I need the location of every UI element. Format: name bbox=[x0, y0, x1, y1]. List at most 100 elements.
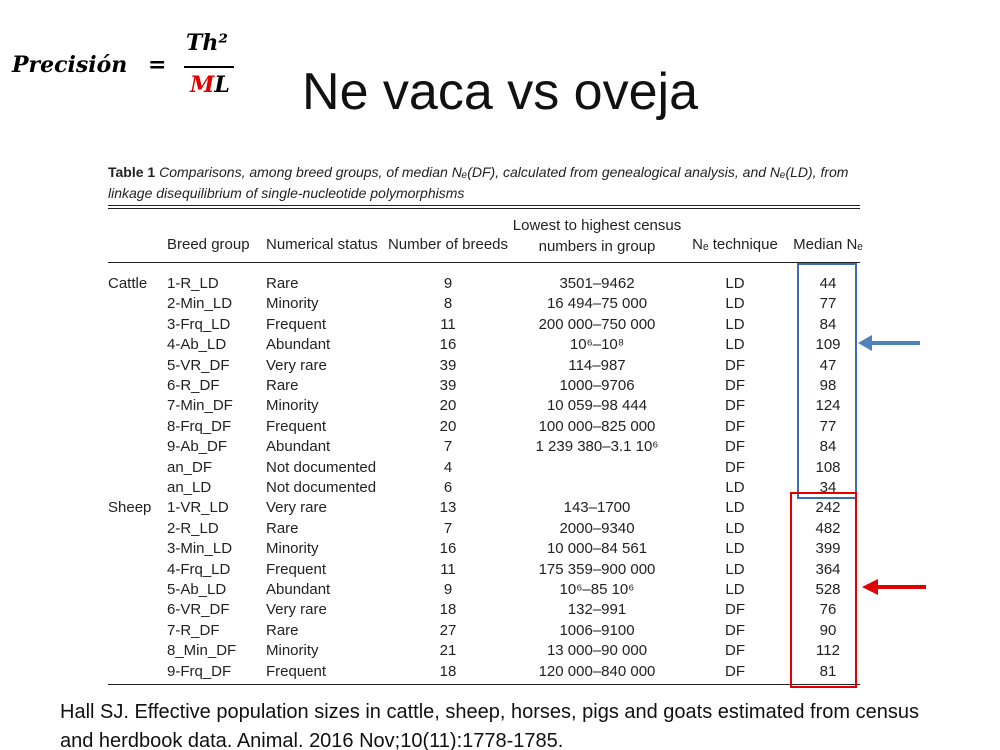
number-of-breeds: 8 bbox=[443, 295, 453, 313]
column-header: Number of breeds bbox=[387, 236, 509, 253]
number-of-breeds: 18 bbox=[439, 601, 457, 619]
ne-technique: LD bbox=[725, 295, 745, 313]
number-of-breeds: 20 bbox=[439, 417, 457, 435]
median-ne: 84 bbox=[819, 315, 837, 333]
breed-group: 9-Ab_DF bbox=[167, 438, 228, 456]
breed-group: 8-Frq_DF bbox=[167, 417, 232, 435]
numerical-status: Minority bbox=[266, 642, 319, 660]
breed-group: 2-R_LD bbox=[167, 519, 219, 537]
ne-technique: DF bbox=[725, 621, 745, 639]
ne-technique: DF bbox=[725, 458, 745, 476]
arrows bbox=[858, 335, 926, 595]
numerical-status: Not documented bbox=[266, 458, 377, 476]
numerical-status: Very rare bbox=[266, 499, 327, 517]
number-of-breeds: 6 bbox=[443, 479, 453, 496]
number-of-breeds: 11 bbox=[440, 315, 456, 333]
numerical-status: Minority bbox=[266, 540, 319, 558]
median-ne: 242 bbox=[815, 499, 841, 517]
median-ne: 81 bbox=[819, 662, 837, 680]
breed-group: 5-Ab_LD bbox=[167, 581, 227, 598]
breed-group: 4-Frq_LD bbox=[167, 560, 231, 578]
numerical-status: Frequent bbox=[266, 417, 327, 435]
numerical-status: Abundant bbox=[266, 438, 331, 456]
numerical-status: Rare bbox=[266, 621, 299, 639]
number-of-breeds: 9 bbox=[443, 581, 453, 598]
number-of-breeds: 21 bbox=[439, 642, 457, 660]
census-range: 1 239 380–3.1 10⁶ bbox=[535, 438, 659, 456]
column-header: Numerical status bbox=[266, 236, 378, 253]
blue-arrowhead bbox=[858, 335, 872, 351]
census-range: 10 059–98 444 bbox=[546, 397, 648, 415]
ne-technique: LD bbox=[725, 275, 745, 292]
median-ne: 77 bbox=[819, 417, 837, 435]
numerical-status: Very rare bbox=[266, 601, 327, 619]
numerical-status: Abundant bbox=[266, 581, 331, 598]
red-arrowhead bbox=[862, 579, 878, 595]
census-range: 132–991 bbox=[567, 601, 627, 619]
formula-lhs: Precisión bbox=[12, 52, 128, 78]
number-of-breeds: 7 bbox=[443, 519, 453, 537]
median-ne: 77 bbox=[819, 295, 837, 313]
number-of-breeds: 9 bbox=[443, 275, 453, 292]
ne-technique: LD bbox=[725, 581, 745, 598]
numerical-status: Minority bbox=[266, 397, 319, 415]
median-ne: 482 bbox=[815, 519, 841, 537]
numerical-status: Rare bbox=[266, 377, 299, 394]
median-ne: 109 bbox=[815, 336, 841, 354]
median-ne: 90 bbox=[819, 621, 837, 639]
census-range: 3501–9462 bbox=[559, 275, 635, 292]
census-range: 143–1700 bbox=[563, 499, 631, 517]
ne-technique: LD bbox=[725, 336, 745, 354]
slide-title: Ne vaca vs oveja bbox=[302, 63, 698, 121]
breed-group: 9-Frq_DF bbox=[167, 662, 232, 680]
formula-denominator: ML bbox=[190, 72, 230, 98]
table-label: Table 1 bbox=[108, 164, 156, 180]
ne-technique: DF bbox=[725, 377, 745, 394]
table-caption: Table 1 Comparisons, among breed groups,… bbox=[108, 162, 868, 204]
rule bbox=[108, 205, 860, 206]
number-of-breeds: 16 bbox=[439, 540, 457, 558]
ne-technique: LD bbox=[725, 540, 745, 558]
number-of-breeds: 20 bbox=[439, 397, 457, 415]
ne-technique: DF bbox=[725, 438, 745, 456]
ne-technique: DF bbox=[725, 397, 745, 415]
breed-group: 1-VR_LD bbox=[167, 499, 229, 517]
census-range: 10 000–84 561 bbox=[546, 540, 648, 558]
ne-technique: DF bbox=[725, 417, 745, 435]
breed-group: 6-R_DF bbox=[167, 377, 220, 394]
number-of-breeds: 11 bbox=[440, 560, 456, 578]
breed-group: 3-Min_LD bbox=[167, 540, 233, 558]
breed-group: an_LD bbox=[167, 479, 212, 496]
census-range: 114–987 bbox=[568, 356, 626, 374]
numerical-status: Minority bbox=[266, 295, 319, 313]
census-range: 200 000–750 000 bbox=[538, 315, 656, 333]
citation: Hall SJ. Effective population sizes in c… bbox=[60, 701, 919, 750]
census-range: 10⁶–85 10⁶ bbox=[559, 581, 635, 598]
median-ne: 76 bbox=[819, 601, 837, 619]
median-ne: 399 bbox=[815, 540, 841, 558]
census-range: 13 000–90 000 bbox=[546, 642, 648, 660]
numerical-status: Very rare bbox=[266, 356, 327, 374]
numerical-status: Frequent bbox=[266, 560, 327, 578]
median-ne: 34 bbox=[819, 479, 837, 496]
ne-technique: LD bbox=[725, 519, 745, 537]
number-of-breeds: 7 bbox=[443, 438, 453, 456]
median-ne: 98 bbox=[819, 377, 837, 394]
column-header: Median Nₑ bbox=[793, 236, 863, 253]
census-range: 16 494–75 000 bbox=[546, 295, 648, 313]
median-ne: 124 bbox=[815, 397, 841, 415]
median-ne: 108 bbox=[815, 458, 841, 476]
ne-technique: DF bbox=[725, 662, 745, 680]
number-of-breeds: 39 bbox=[439, 377, 457, 394]
column-header: Breed group bbox=[167, 236, 250, 253]
median-ne: 528 bbox=[815, 581, 841, 598]
fraction-bar bbox=[184, 66, 234, 68]
number-of-breeds: 16 bbox=[439, 336, 457, 354]
census-range: 1000–9706 bbox=[559, 377, 635, 394]
number-of-breeds: 18 bbox=[439, 662, 457, 680]
ne-technique: LD bbox=[725, 315, 745, 333]
breed-group: 2-Min_LD bbox=[167, 295, 233, 313]
census-range: 2000–9340 bbox=[559, 519, 635, 537]
number-of-breeds: 4 bbox=[443, 458, 453, 476]
numerical-status: Frequent bbox=[266, 662, 327, 680]
